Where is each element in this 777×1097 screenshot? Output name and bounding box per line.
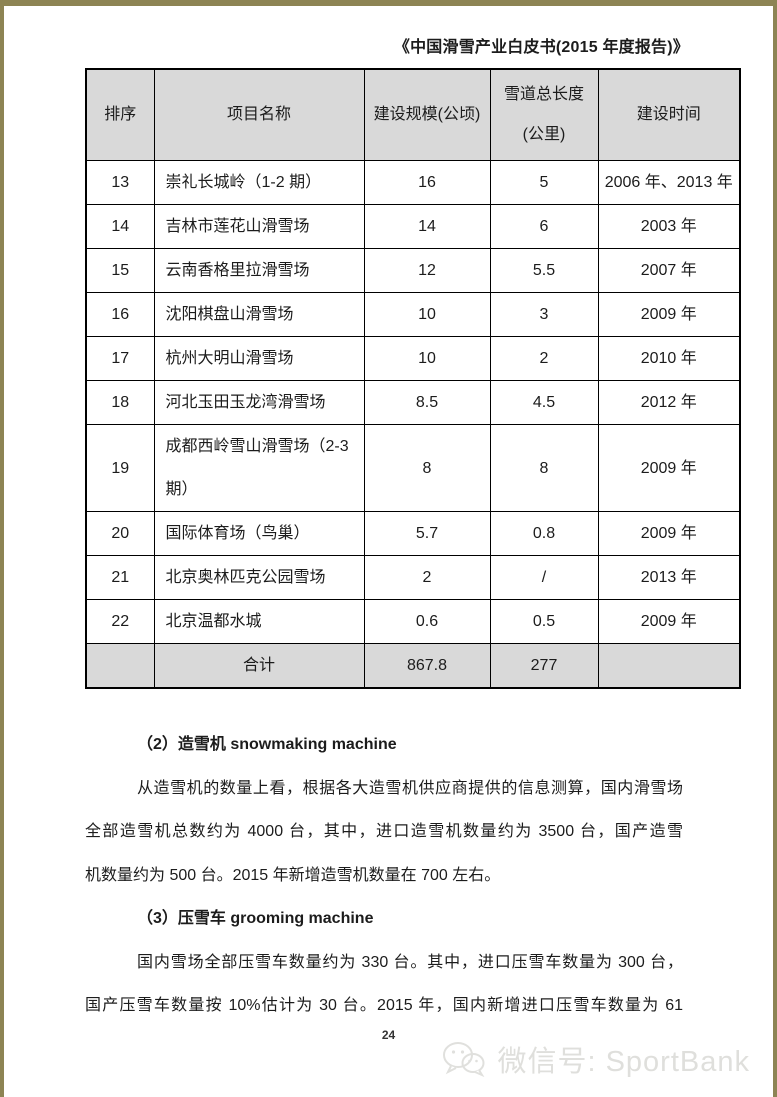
- ski-resort-table: 排序 项目名称 建设规模(公顷) 雪道总长度 (公里) 建设时间 13 崇礼长城…: [85, 68, 741, 689]
- project-name-cell: 吉林市莲花山滑雪场: [153, 204, 365, 249]
- table-row: 16 沈阳棋盘山滑雪场 10 3 2009 年: [85, 292, 741, 337]
- column-header-label-unit: (公里): [522, 126, 566, 143]
- total-rank-cell: [85, 643, 155, 689]
- page-number: 24: [381, 1028, 396, 1042]
- length-cell: 2: [489, 336, 599, 381]
- time-cell: 2013 年: [597, 555, 741, 600]
- length-cell: 3: [489, 292, 599, 337]
- rank-cell: 21: [85, 555, 155, 600]
- length-cell: 0.8: [489, 511, 599, 556]
- rank-cell: 20: [85, 511, 155, 556]
- table-row: 14 吉林市莲花山滑雪场 14 6 2003 年: [85, 204, 741, 249]
- length-cell: /: [489, 555, 599, 600]
- scale-cell: 14: [363, 204, 491, 249]
- table-row: 13 崇礼长城岭（1-2 期） 16 5 2006 年、2013 年: [85, 160, 741, 205]
- rank-cell: 19: [85, 424, 155, 512]
- project-name-cell: 国际体育场（鸟巢）: [153, 511, 365, 556]
- total-scale-cell: 867.8: [363, 643, 491, 689]
- column-header-label: 建设规模(公顷): [373, 106, 481, 123]
- scale-cell: 16: [363, 160, 491, 205]
- length-cell: 0.5: [489, 599, 599, 644]
- table-row: 20 国际体育场（鸟巢） 5.7 0.8 2009 年: [85, 511, 741, 556]
- total-length-cell: 277: [489, 643, 599, 689]
- time-cell: 2007 年: [597, 248, 741, 293]
- length-cell: 5.5: [489, 248, 599, 293]
- text-line: 国内雪场全部压雪车数量约为 330 台。其中，进口压雪车数量为 300 台，: [137, 953, 683, 971]
- text-line: 从造雪机的数量上看，根据各大造雪机供应商提供的信息测算，国内滑雪场: [137, 779, 683, 797]
- rank-cell: 15: [85, 248, 155, 293]
- scale-cell: 12: [363, 248, 491, 293]
- table-row: 17 杭州大明山滑雪场 10 2 2010 年: [85, 336, 741, 381]
- length-cell: 5: [489, 160, 599, 205]
- total-label-cell: 合计: [153, 643, 365, 689]
- rank-cell: 18: [85, 380, 155, 425]
- table-header: 排序 项目名称 建设规模(公顷) 雪道总长度 (公里) 建设时间: [85, 68, 741, 161]
- body-text: （2）造雪机 snowmaking machine 从造雪机的数量上看，根据各大造…: [85, 723, 683, 1028]
- section-heading-snowmaking: （2）造雪机 snowmaking machine: [137, 736, 397, 753]
- column-header-label: 雪道总长度: [503, 86, 584, 103]
- text-line: 国产压雪车数量按 10%估计为 30 台。2015 年，国内新增进口压雪车数量为…: [85, 997, 683, 1014]
- rank-cell: 13: [85, 160, 155, 205]
- time-cell: 2009 年: [597, 511, 741, 556]
- project-name-cell: 成都西岭雪山滑雪场（2-3 期）: [153, 424, 365, 512]
- table-row: 19 成都西岭雪山滑雪场（2-3 期） 8 8 2009 年: [85, 424, 741, 512]
- time-cell: 2009 年: [597, 292, 741, 337]
- project-name-cell: 沈阳棋盘山滑雪场: [153, 292, 365, 337]
- rank-cell: 22: [85, 599, 155, 644]
- length-cell: 4.5: [489, 380, 599, 425]
- project-name-cell: 杭州大明山滑雪场: [153, 336, 365, 381]
- column-header-rank: 排序: [85, 68, 155, 161]
- rank-cell: 14: [85, 204, 155, 249]
- watermark-text: 微信号: SportBank: [497, 1046, 750, 1078]
- scale-cell: 5.7: [363, 511, 491, 556]
- column-header-length: 雪道总长度 (公里): [489, 68, 599, 161]
- time-cell: 2006 年、2013 年: [597, 160, 741, 205]
- length-cell: 6: [489, 204, 599, 249]
- scale-cell: 8.5: [363, 380, 491, 425]
- rank-cell: 16: [85, 292, 155, 337]
- time-cell: 2012 年: [597, 380, 741, 425]
- column-header-label: 排序: [104, 106, 137, 123]
- time-cell: 2010 年: [597, 336, 741, 381]
- scale-cell: 10: [363, 336, 491, 381]
- column-header-name: 项目名称: [153, 68, 365, 161]
- table-body: 13 崇礼长城岭（1-2 期） 16 5 2006 年、2013 年 14 吉林…: [85, 160, 741, 644]
- table-row: 15 云南香格里拉滑雪场 12 5.5 2007 年: [85, 248, 741, 293]
- text-line: 机数量约为 500 台。2015 年新增造雪机数量在 700 左右。: [85, 866, 501, 884]
- project-name-cell: 北京温都水城: [153, 599, 365, 644]
- project-name-cell: 云南香格里拉滑雪场: [153, 248, 365, 293]
- time-cell: 2009 年: [597, 424, 741, 512]
- project-name-cell: 河北玉田玉龙湾滑雪场: [153, 380, 365, 425]
- table-row: 21 北京奥林匹克公园雪场 2 / 2013 年: [85, 555, 741, 600]
- time-cell: 2003 年: [597, 204, 741, 249]
- watermark: 微信号: SportBank: [441, 1038, 750, 1080]
- total-time-cell: [597, 643, 741, 689]
- project-name-cell: 北京奥林匹克公园雪场: [153, 555, 365, 600]
- column-header-scale: 建设规模(公顷): [363, 68, 491, 161]
- text-line: 全部造雪机总数约为 4000 台，其中，进口造雪机数量约为 3500 台，国产造…: [85, 823, 683, 840]
- scale-cell: 2: [363, 555, 491, 600]
- scale-cell: 8: [363, 424, 491, 512]
- total-row: 合计 867.8 277: [85, 643, 741, 689]
- rank-cell: 17: [85, 336, 155, 381]
- scale-cell: 0.6: [363, 599, 491, 644]
- table-row: 18 河北玉田玉龙湾滑雪场 8.5 4.5 2012 年: [85, 380, 741, 425]
- column-header-label: 项目名称: [226, 106, 291, 123]
- document-title: 《中国滑雪产业白皮书(2015 年度报告)》: [393, 39, 689, 56]
- section-heading-grooming: （3）压雪车 grooming machine: [137, 910, 374, 927]
- header-row: 排序 项目名称 建设规模(公顷) 雪道总长度 (公里) 建设时间: [85, 68, 741, 161]
- scale-cell: 10: [363, 292, 491, 337]
- project-name-cell: 崇礼长城岭（1-2 期）: [153, 160, 365, 205]
- time-cell: 2009 年: [597, 599, 741, 644]
- column-header-time: 建设时间: [597, 68, 741, 161]
- wechat-icon: [441, 1039, 487, 1079]
- table-footer: 合计 867.8 277: [85, 643, 741, 689]
- column-header-label: 建设时间: [636, 106, 701, 123]
- length-cell: 8: [489, 424, 599, 512]
- table-row: 22 北京温都水城 0.6 0.5 2009 年: [85, 599, 741, 644]
